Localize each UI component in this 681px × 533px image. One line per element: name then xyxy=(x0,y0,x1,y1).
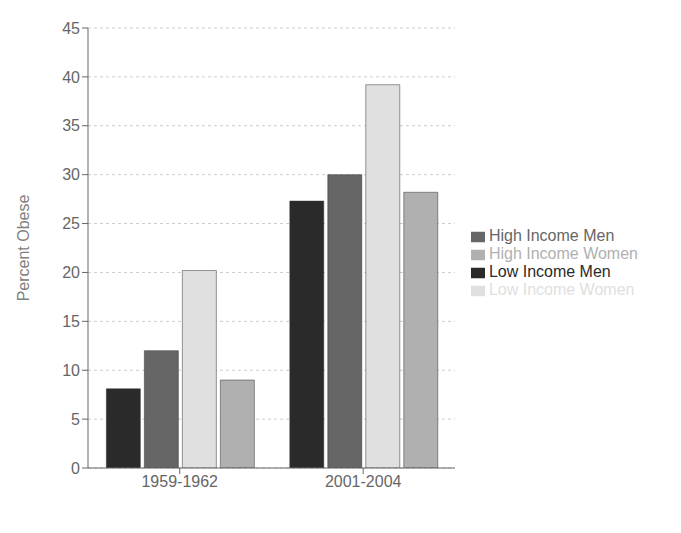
svg-text:Percent Obese: Percent Obese xyxy=(15,195,32,302)
svg-text:35: 35 xyxy=(62,117,80,134)
html-text:Low Income Women: Low Income Women xyxy=(488,281,635,298)
html-text:High Income Women: High Income Women xyxy=(488,245,638,262)
svg-text:2001-2004: 2001-2004 xyxy=(325,473,402,490)
svg-text:1959-1962: 1959-1962 xyxy=(141,473,218,490)
svg-text:15: 15 xyxy=(62,313,80,330)
svg-text:0: 0 xyxy=(71,460,80,477)
svg-text:25: 25 xyxy=(62,215,80,232)
svg-text:10: 10 xyxy=(62,362,80,379)
svg-text:5: 5 xyxy=(71,411,80,428)
svg-text:20: 20 xyxy=(62,264,80,281)
html-text:Low Income Men: Low Income Men xyxy=(488,263,611,280)
svg-text:45: 45 xyxy=(62,20,80,37)
svg-text:30: 30 xyxy=(62,166,80,183)
svg-text:40: 40 xyxy=(62,69,80,86)
html-text:High Income Men: High Income Men xyxy=(488,227,615,244)
